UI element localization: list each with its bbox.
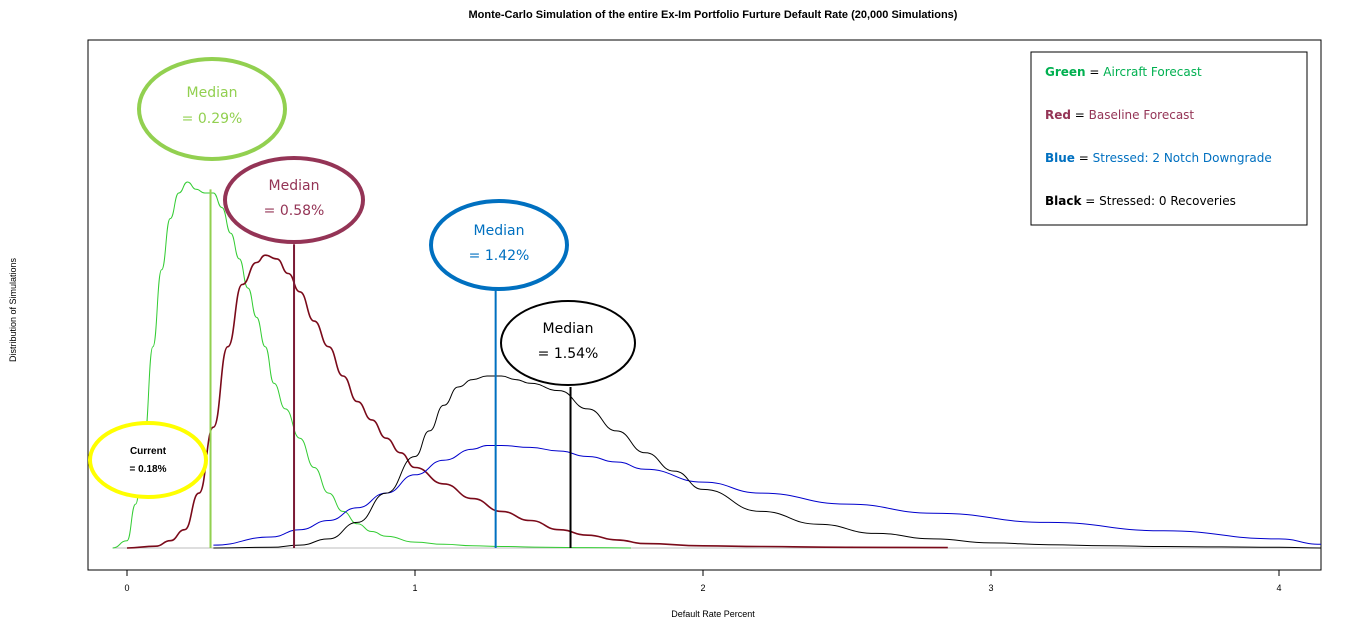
annotation-bubble-2 <box>223 156 365 244</box>
legend-item-4: Black = Stressed: 0 Recoveries <box>1045 194 1236 208</box>
annotation-line2-4: = 1.54% <box>538 346 599 362</box>
x-tick-label-4: 4 <box>1276 583 1281 593</box>
chart-title: Monte-Carlo Simulation of the entire Ex-… <box>469 9 958 21</box>
density-curve-2 <box>126 254 948 549</box>
legend-item-2: Red = Baseline Forecast <box>1045 108 1194 122</box>
legend: Green = Aircraft Forecast Red = Baseline … <box>1030 51 1308 226</box>
x-tick-label-2: 2 <box>700 583 705 593</box>
legend-item-1: Green = Aircraft Forecast <box>1045 65 1202 79</box>
annotation-bubble-4 <box>500 300 636 386</box>
annotation-line2-3: = 1.42% <box>469 248 530 264</box>
annotation-bubble-1 <box>137 57 287 161</box>
density-curve-1 <box>112 181 632 549</box>
median-lines <box>209 189 572 548</box>
legend-box <box>1030 51 1308 226</box>
annotation-line1-3: Median <box>474 223 525 239</box>
density-curve-3 <box>213 445 1322 546</box>
annotation-bubble-3 <box>429 199 569 291</box>
x-tick-label-3: 3 <box>988 583 993 593</box>
median-annotations: Median = 0.29% Median = 0.58% Median = 1.42% M… <box>88 57 636 499</box>
annotation-line1-1: Median <box>187 85 238 101</box>
x-axis-label: Default Rate Percent <box>671 609 755 619</box>
annotation-line2-1: = 0.29% <box>182 111 243 127</box>
density-curves <box>112 181 1322 549</box>
x-axis: 0 1 2 3 4 <box>124 570 1282 593</box>
plot-area <box>87 39 1322 571</box>
x-tick-label-1: 1 <box>412 583 417 593</box>
density-curve-4 <box>213 375 1322 549</box>
x-tick-label-0: 0 <box>124 583 129 593</box>
annotation-line1-5: Current <box>130 446 167 457</box>
annotation-line2-5: = 0.18% <box>130 464 167 475</box>
y-axis-label: Distribution of Simulations <box>8 257 18 362</box>
annotation-bubble-5 <box>88 421 208 499</box>
annotation-line1-2: Median <box>269 178 320 194</box>
legend-item-3: Blue = Stressed: 2 Notch Downgrade <box>1045 151 1272 165</box>
annotation-line1-4: Median <box>543 321 594 337</box>
annotation-line2-2: = 0.58% <box>264 203 325 219</box>
